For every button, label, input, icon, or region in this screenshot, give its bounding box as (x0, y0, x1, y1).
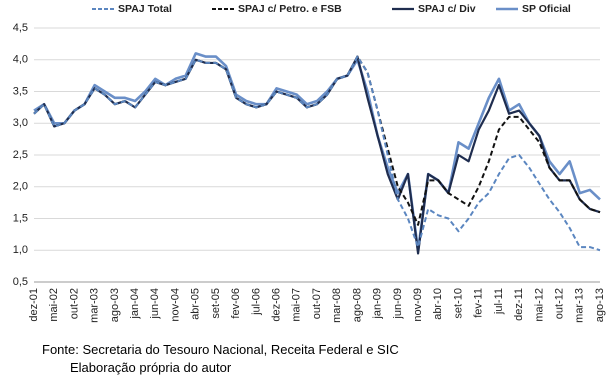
legend-label: SPAJ Total (118, 3, 172, 15)
y-tick-label: 1,5 (13, 212, 28, 224)
x-tick-label: mar-03 (89, 288, 101, 323)
y-tick-label: 2,0 (13, 181, 28, 193)
x-tick-label: out-02 (68, 288, 80, 319)
x-tick-label: ago-03 (109, 288, 121, 322)
source-note: Fonte: Secretaria do Tesouro Nacional, R… (42, 342, 399, 357)
x-tick-label: jul-06 (250, 288, 262, 316)
x-tick-label: set-05 (210, 288, 222, 319)
x-tick-label: jul-11 (493, 288, 505, 315)
x-tick-label: jun-09 (392, 288, 404, 320)
x-tick-label: out-12 (553, 288, 565, 319)
series-line (33, 55, 601, 252)
x-tick-label: dez-01 (28, 288, 40, 322)
x-tick-label: dez-06 (270, 288, 282, 322)
series-line (33, 52, 601, 252)
x-tick-label: dez-11 (513, 288, 525, 321)
chart: 0,5 1,0 1,5 2,0 2,5 3,0 3,5 4,0 4,5 dez-01 mai-02 o… (13, 3, 606, 323)
x-tick-label: mai-02 (48, 288, 60, 322)
x-tick-label: abr-10 (432, 288, 444, 320)
legend-label: SP Oficial (522, 3, 571, 15)
x-tick-label: set-10 (452, 288, 464, 319)
x-tick-label: mar-08 (331, 288, 343, 323)
x-tick-label: ago-08 (351, 288, 363, 322)
y-tick-label: 0,5 (13, 276, 28, 288)
author-note: Elaboração própria do autor (70, 360, 232, 375)
legend-label: SPAJ c/ Petro. e FSB (238, 3, 342, 15)
x-tick-label: nov-04 (169, 288, 181, 322)
x-tick-label: fev-11 (473, 288, 485, 318)
x-tick-label: abr-05 (190, 288, 202, 320)
y-tick-label: 3,0 (13, 117, 28, 129)
x-tick-label: mar-13 (574, 288, 586, 323)
legend-label: SPAJ c/ Div (418, 3, 476, 15)
y-tick-label: 1,0 (13, 244, 28, 256)
x-tick-label: nov-09 (412, 288, 424, 322)
x-tick-label: jan-04 (129, 288, 141, 320)
x-tick-label: jan-09 (372, 288, 384, 320)
x-tick-label: out-07 (311, 288, 323, 319)
y-tick-label: 4,0 (13, 54, 28, 66)
y-tick-label: 3,5 (13, 85, 28, 97)
y-tick-label: 4,5 (13, 22, 28, 34)
x-tick-label: mai-12 (533, 288, 545, 322)
x-tick-label: jun-04 (149, 288, 161, 320)
x-tick-label: fev-06 (230, 288, 242, 319)
x-tick-label: ago-13 (594, 288, 606, 322)
y-tick-label: 2,5 (13, 149, 28, 161)
series-line (33, 55, 601, 226)
x-tick-label: mai-07 (291, 288, 303, 322)
